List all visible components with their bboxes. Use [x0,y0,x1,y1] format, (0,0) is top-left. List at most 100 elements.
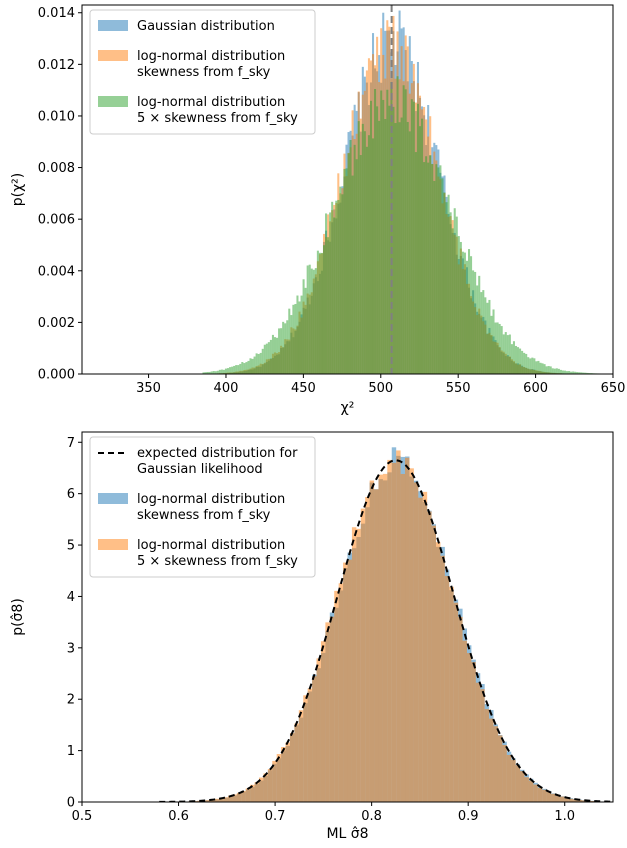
histogram-bar [439,165,442,374]
y-tick-label: 0 [67,796,75,811]
histogram-bar [511,759,516,802]
histogram-bar [435,164,438,374]
histogram-bar [444,575,450,802]
histogram-bar [465,260,468,374]
y-tick-label: 4 [67,590,75,605]
histogram-bar [414,152,417,374]
legend-label: log-normal distribution [137,538,285,553]
histogram-bar [308,264,311,374]
histogram-bar [212,371,215,374]
histogram-bar [529,358,532,374]
axes-frame [81,431,614,803]
histogram-bar [237,365,240,374]
legend-color-swatch [98,539,128,550]
histogram-bar [506,335,509,374]
plot-area [148,447,613,802]
histogram-bar [353,144,356,374]
histogram-bar [551,793,556,802]
x-tick-label: 0.9 [458,809,479,824]
histogram-bar [533,358,536,374]
histogram-bar [547,366,550,374]
histogram-bar [205,800,211,802]
histogram-bar [525,353,528,374]
histogram-bar [458,616,463,802]
legend-label: skewness from f_sky [137,65,271,80]
histogram-bar [492,309,495,374]
histogram-bar [484,297,487,374]
histogram-bar [382,473,388,802]
histogram-bar [359,155,362,374]
histogram-bar [398,122,401,374]
y-tick-label: 6 [67,487,75,502]
plot-area [194,5,613,374]
histogram-bar [286,320,289,374]
histogram-bar [488,299,491,374]
histogram-bar [496,322,499,374]
histogram-bar [436,542,441,802]
histogram-bar [307,688,313,802]
histogram-bar [431,525,436,802]
histogram-bar [553,368,556,374]
histogram-bar [451,228,454,374]
histogram-bar [466,653,472,802]
histogram-bar [490,315,493,374]
y-tick-label: 0.012 [38,58,75,73]
histogram-bar [343,562,348,802]
histogram-bar [539,362,542,374]
histogram-bar [247,360,250,374]
histogram-bar [564,797,569,802]
histogram-bar [276,754,282,802]
histogram-bar [521,350,524,374]
y-tick-label: 0.006 [38,213,75,228]
histogram-bar [555,795,560,802]
histogram-bar [378,474,383,802]
histogram-bar [546,791,552,802]
legend: Gaussian distribution log-normal distribu… [89,9,316,135]
legend-label: 5 × skewness from f_sky [137,554,298,569]
histogram-bar [235,365,238,374]
histogram-bar [573,799,578,802]
histogram-bar [478,275,481,374]
histogram-bar [408,131,411,374]
chi-square-histogram-chart: 350 400 450 500 550 600 650 0.000 0.002 0.004 0.00… [10,4,625,416]
histogram-bar [236,792,242,802]
histogram-bar [208,371,211,374]
histogram-bar [298,710,304,802]
x-tick-label: 400 [214,381,239,396]
histogram-bar [331,201,334,374]
histogram-bar [229,367,232,374]
histogram-bar [520,771,525,802]
histogram-bar [296,295,299,374]
histogram-bar [515,765,521,802]
histogram-bar [239,363,242,374]
histogram-bar [300,295,303,374]
histogram-bar [374,489,379,802]
histogram-bar [559,796,565,802]
histogram-bar [568,371,571,374]
histogram-bar [259,777,264,802]
histogram-bar [337,199,340,374]
histogram-bar [222,369,225,374]
y-tick-label: 1 [67,744,75,759]
histogram-bar [304,287,307,374]
histogram-bar [559,369,562,374]
histogram-bar [510,344,513,374]
histogram-bar [316,250,319,374]
histogram-bar [423,162,426,374]
histogram-bar [416,103,419,374]
histogram-bar [298,301,301,374]
histogram-bar [387,459,392,802]
legend-label: expected distribution for [137,446,298,461]
histogram-bar [360,508,366,802]
legend-box [89,9,316,135]
histogram-bar [351,527,357,802]
histogram-bar [391,462,397,802]
histogram-bar [327,237,330,374]
histogram-bar [427,162,430,374]
legend-label: log-normal distribution [137,95,285,110]
histogram-bar [427,511,432,802]
histogram-bar [431,163,434,374]
histogram-bar [294,303,297,374]
